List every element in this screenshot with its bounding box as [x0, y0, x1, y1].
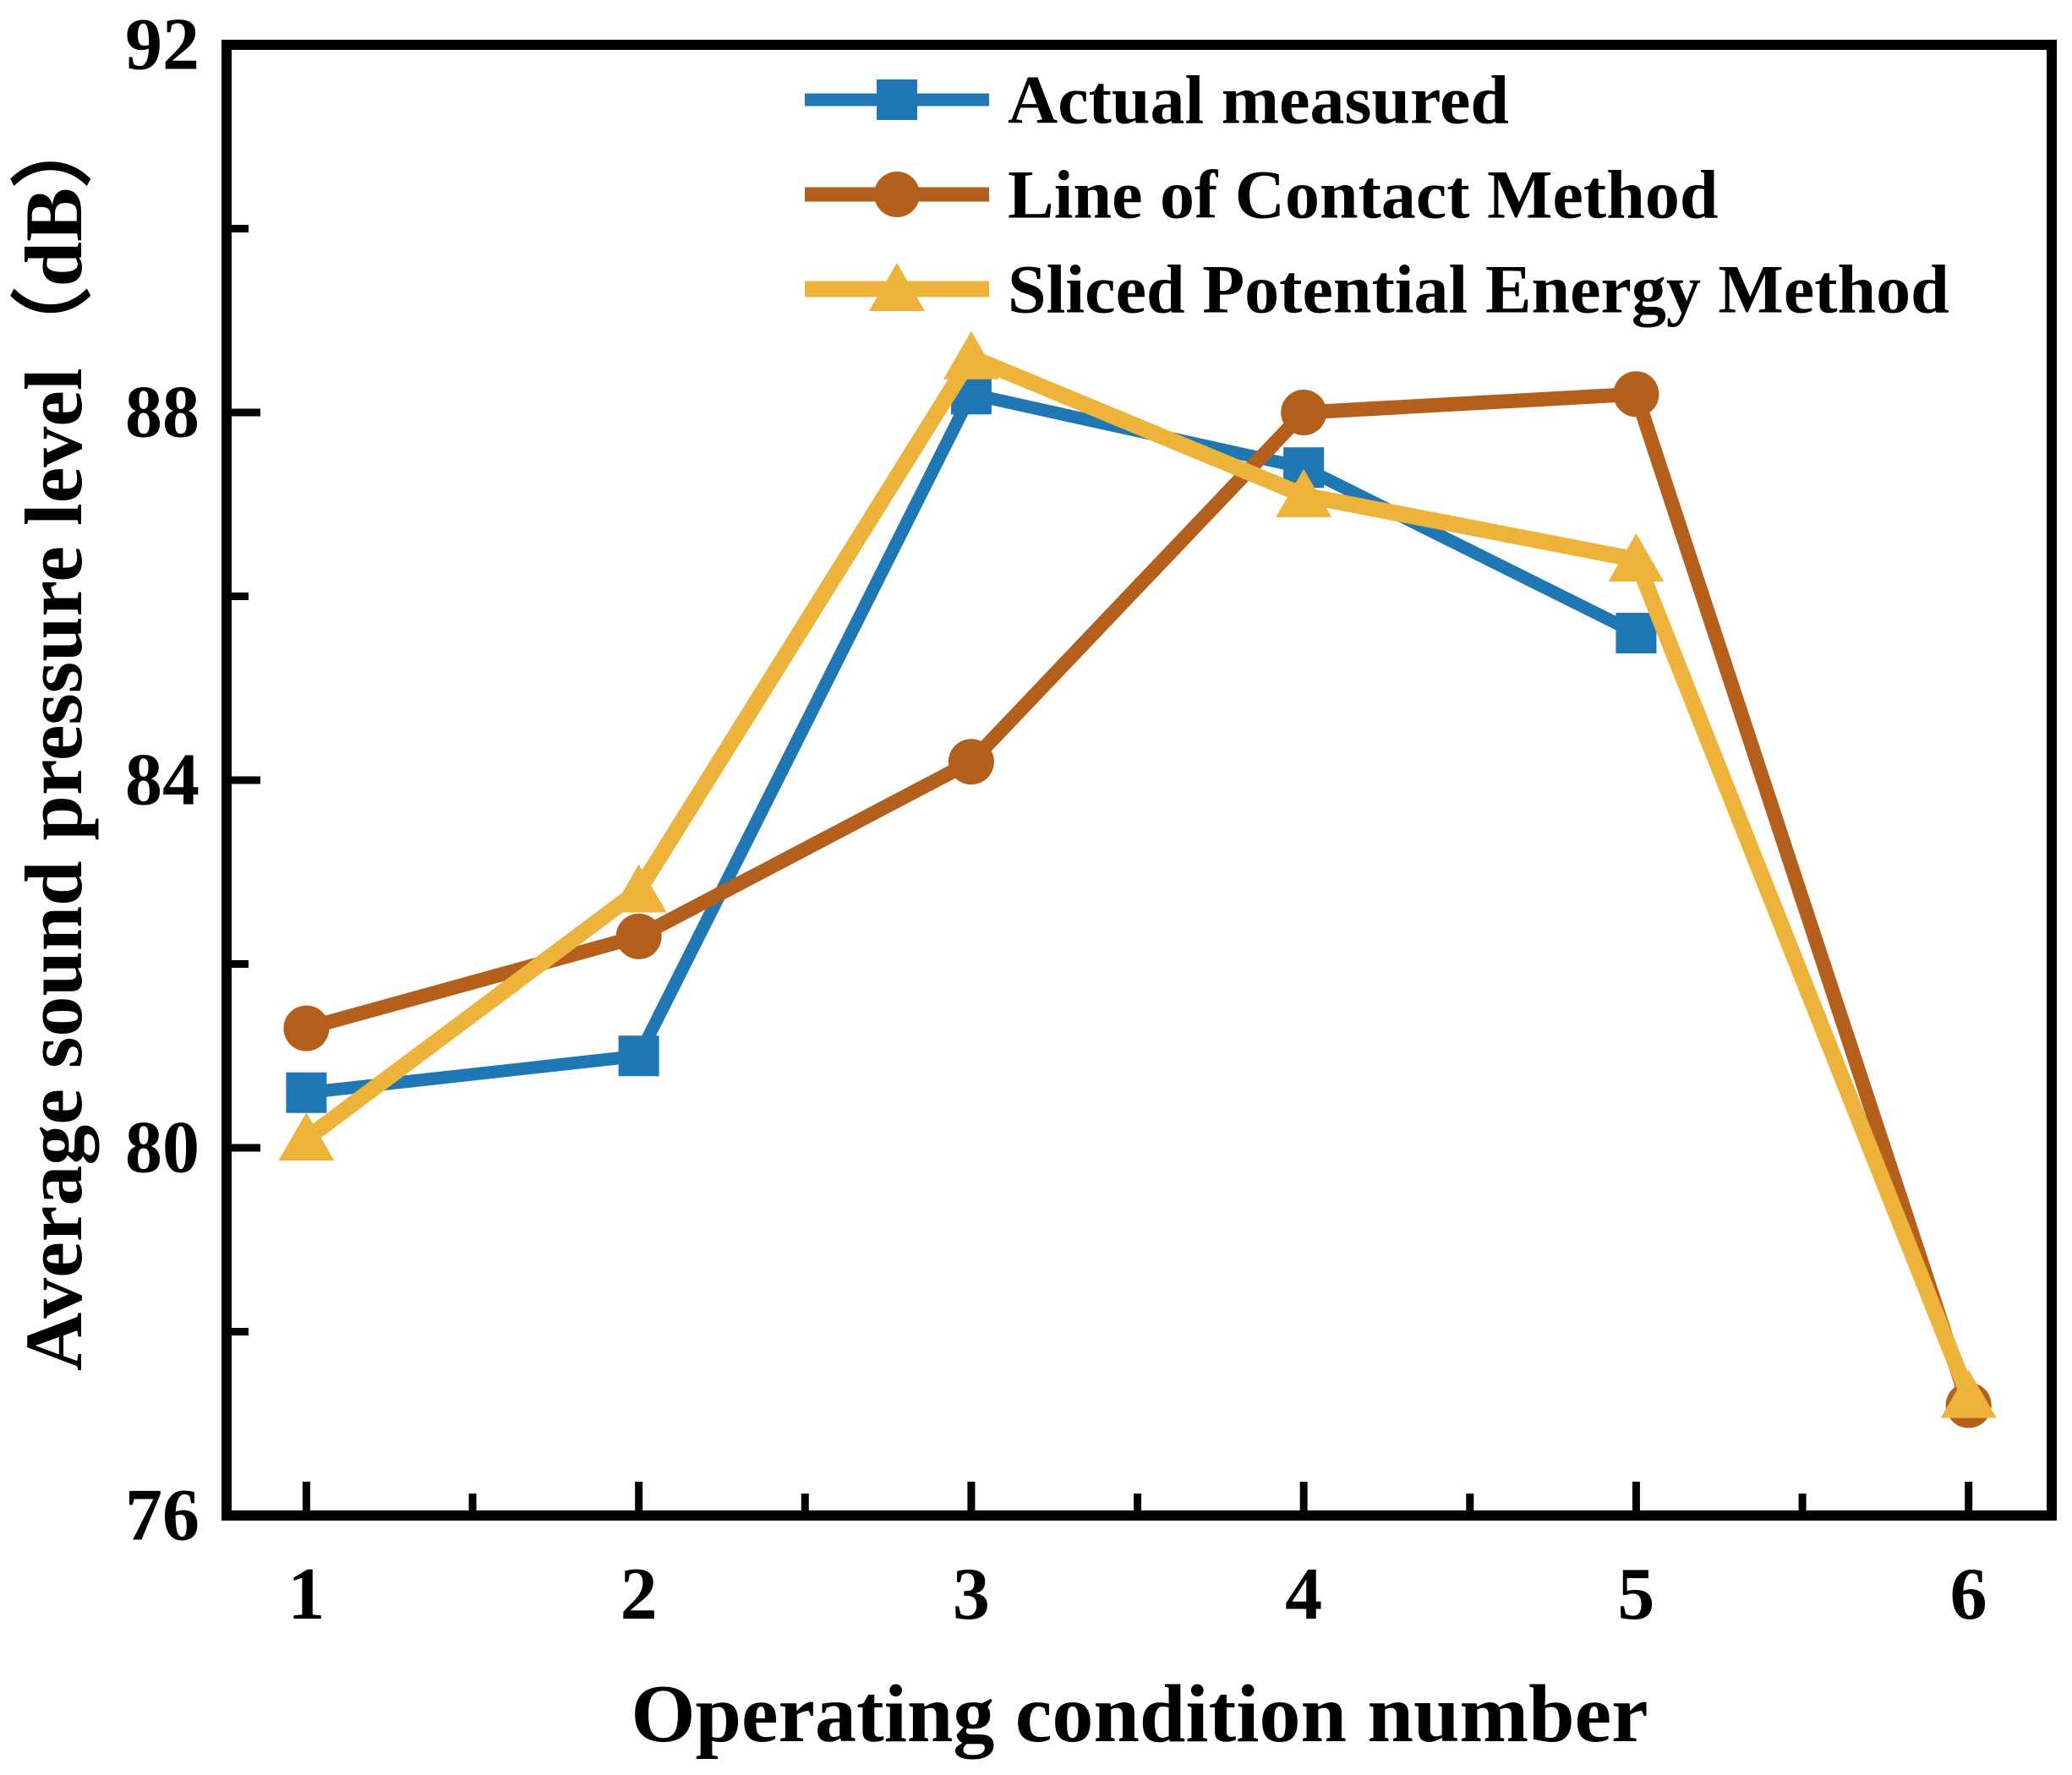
data-point-marker [610, 864, 667, 913]
legend-label: Actual measured [1008, 62, 1509, 139]
legend-marker [874, 172, 920, 217]
data-point-marker [283, 1005, 330, 1051]
legend-item-2: Line of Contact Method [805, 156, 1718, 233]
legend-item-1: Actual measured [805, 62, 1509, 139]
legend: Actual measured Line of Contact Method Sli… [805, 62, 1949, 328]
x-tick-label: 6 [1950, 1554, 1987, 1636]
legend-marker [877, 79, 917, 120]
y-axis-title: Average sound pressure level（dB） [8, 106, 99, 1371]
legend-marker [869, 263, 925, 311]
y-tick-label: 76 [125, 1475, 200, 1557]
data-point-marker [618, 1035, 659, 1077]
legend-label: Sliced Potential Energy Method [1008, 251, 1949, 328]
y-tick-label: 80 [125, 1107, 200, 1189]
data-point-marker [948, 739, 994, 785]
series-sliced-potential-energy-method [278, 330, 1997, 1418]
data-point-marker [943, 330, 999, 380]
x-axis-title: Operating condition number [631, 1668, 1648, 1760]
legend-label: Line of Contact Method [1008, 156, 1718, 233]
x-tick-label: 2 [621, 1554, 658, 1636]
data-point-marker [1616, 613, 1657, 653]
data-point-marker [278, 1112, 335, 1161]
data-point-marker [1276, 468, 1332, 517]
y-tick-label: 84 [125, 740, 200, 822]
data-point-marker [1281, 390, 1327, 435]
data-point-marker [1613, 371, 1659, 418]
series-line-of-contact-method [283, 371, 1992, 1428]
data-point-marker [1608, 533, 1665, 582]
data-point-marker [615, 913, 662, 959]
x-tick-label: 1 [287, 1554, 325, 1636]
y-tick-label: 92 [125, 4, 200, 86]
x-tick-label: 4 [1285, 1554, 1322, 1636]
series-line [304, 386, 1976, 1408]
plot-frame [221, 40, 2057, 1521]
series-layer [278, 330, 1997, 1428]
series-line [301, 349, 1976, 1400]
y-tick-label: 88 [125, 372, 200, 454]
legend-item-3: Sliced Potential Energy Method [805, 251, 1949, 328]
data-point-marker [286, 1072, 327, 1113]
x-tick-label: 3 [953, 1554, 990, 1636]
data-point-marker [1940, 1369, 1997, 1418]
x-tick-label: 5 [1617, 1554, 1654, 1636]
axes-ticks-layer: 76 80 84 88 92 1 2 3 4 5 6 [125, 4, 1987, 1636]
